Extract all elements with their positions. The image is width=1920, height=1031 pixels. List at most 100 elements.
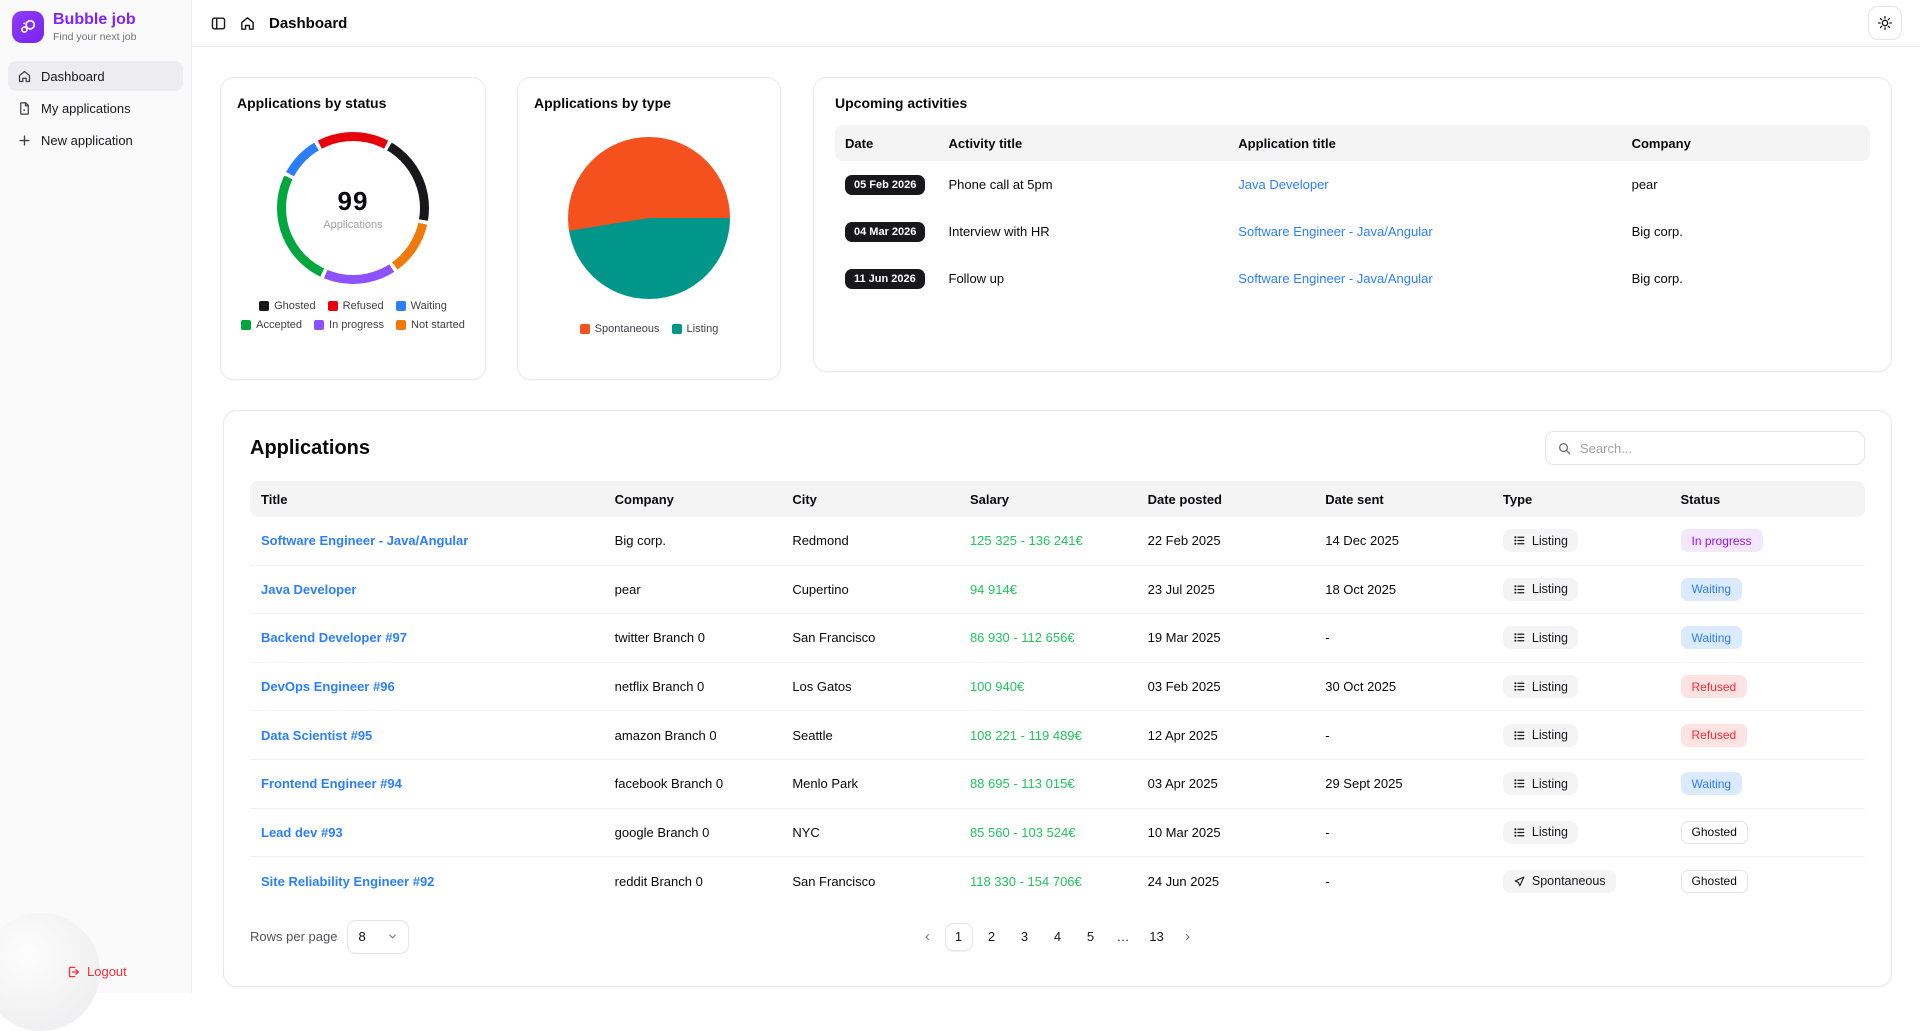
application-link[interactable]: Software Engineer - Java/Angular [1238, 224, 1432, 239]
list-icon [1513, 680, 1526, 693]
page-button-1[interactable]: 1 [945, 923, 973, 951]
date-posted-cell: 23 Jul 2025 [1137, 582, 1315, 597]
legend-item-waiting[interactable]: Waiting [396, 300, 447, 312]
job-title-link[interactable]: Site Reliability Engineer #92 [261, 874, 434, 889]
type-cell: Listing [1492, 772, 1670, 795]
legend-swatch [314, 320, 324, 330]
page-button-4[interactable]: 4 [1044, 923, 1072, 951]
legend-item-spontaneous[interactable]: Spontaneous [580, 323, 660, 335]
job-title-link[interactable]: Data Scientist #95 [261, 728, 372, 743]
card-applications-by-status: Applications by status 99 Applications G… [220, 77, 486, 380]
legend-item-listing[interactable]: Listing [672, 323, 719, 335]
type-badge: Listing [1503, 772, 1578, 795]
date-badge: 11 Jun 2026 [845, 269, 925, 289]
legend-item-ghosted[interactable]: Ghosted [259, 300, 316, 312]
previous-page-button[interactable]: ‹ [916, 923, 940, 951]
app-tagline: Find your next job [53, 31, 136, 43]
home-icon[interactable] [239, 15, 256, 32]
title-cell: Data Scientist #95 [250, 728, 604, 743]
type-badge: Listing [1503, 821, 1578, 844]
legend-label: Listing [687, 323, 719, 335]
date-badge: 04 Mar 2026 [845, 222, 925, 242]
job-title-link[interactable]: Software Engineer - Java/Angular [261, 533, 468, 548]
type-pie-chart[interactable] [568, 137, 730, 299]
job-title-link[interactable]: DevOps Engineer #96 [261, 679, 395, 694]
date-sent-cell: - [1314, 630, 1492, 645]
status-cell: Refused [1670, 724, 1865, 747]
job-title-link[interactable]: Lead dev #93 [261, 825, 343, 840]
date-posted-cell: 19 Mar 2025 [1137, 630, 1315, 645]
legend-item-refused[interactable]: Refused [328, 300, 384, 312]
list-icon [1513, 631, 1526, 644]
column-header: Salary [959, 492, 1137, 507]
app-logo-row[interactable]: Bubble job Find your next job [0, 0, 191, 57]
activity-company-cell: Big corp. [1622, 271, 1870, 286]
page-button-2[interactable]: 2 [978, 923, 1006, 951]
status-badge: Refused [1681, 675, 1748, 698]
city-cell: Menlo Park [781, 776, 959, 791]
legend-item-not-started[interactable]: Not started [396, 319, 465, 331]
company-cell: google Branch 0 [604, 825, 782, 840]
list-icon [1513, 826, 1526, 839]
type-cell: Listing [1492, 675, 1670, 698]
activity-row: 11 Jun 2026 Follow up Software Engineer - … [835, 255, 1870, 302]
page-button-13[interactable]: 13 [1143, 923, 1171, 951]
sidebar-toggle-button[interactable] [210, 15, 227, 32]
logout-button[interactable]: Logout [66, 964, 127, 979]
sidebar-item-new-application[interactable]: New application [8, 125, 183, 155]
type-label: Listing [1532, 680, 1568, 694]
search-box[interactable] [1545, 431, 1865, 465]
applications-title: Applications [250, 437, 370, 460]
type-label: Listing [1532, 728, 1568, 742]
legend-item-in-progress[interactable]: In progress [314, 319, 384, 331]
application-link[interactable]: Software Engineer - Java/Angular [1238, 271, 1432, 286]
rows-per-page-label: Rows per page [250, 929, 337, 944]
legend-label: Not started [411, 319, 465, 331]
legend-item-accepted[interactable]: Accepted [241, 319, 302, 331]
type-cell: Listing [1492, 529, 1670, 552]
sidebar-item-dashboard[interactable]: Dashboard [8, 61, 183, 91]
job-title-link[interactable]: Backend Developer #97 [261, 630, 407, 645]
date-sent-cell: - [1314, 874, 1492, 889]
status-badge: Waiting [1681, 578, 1743, 601]
job-title-link[interactable]: Java Developer [261, 582, 356, 597]
list-icon [1513, 534, 1526, 547]
next-page-button[interactable]: › [1176, 923, 1200, 951]
send-icon [1513, 875, 1526, 888]
rows-per-page-select[interactable]: 8 [347, 920, 409, 954]
legend-swatch [396, 320, 406, 330]
legend-label: Spontaneous [595, 323, 660, 335]
column-header: City [781, 492, 959, 507]
application-title-cell: Software Engineer - Java/Angular [1228, 224, 1621, 239]
date-posted-cell: 03 Apr 2025 [1137, 776, 1315, 791]
sidebar-item-label: My applications [41, 101, 131, 116]
card-applications-by-type: Applications by type Spontaneous Listing [517, 77, 781, 380]
search-input[interactable] [1580, 441, 1853, 456]
page-button-3[interactable]: 3 [1011, 923, 1039, 951]
sidebar-item-my-applications[interactable]: My applications [8, 93, 183, 123]
type-chart-title: Applications by type [534, 95, 764, 111]
column-header: Date [835, 136, 939, 151]
salary-cell: 88 695 - 113 015€ [959, 776, 1137, 791]
theme-toggle-button[interactable] [1868, 6, 1902, 40]
job-title-link[interactable]: Frontend Engineer #94 [261, 776, 402, 791]
type-cell: Listing [1492, 578, 1670, 601]
status-cell: Refused [1670, 675, 1865, 698]
status-badge: Waiting [1681, 626, 1743, 649]
city-cell: Seattle [781, 728, 959, 743]
legend-label: Waiting [411, 300, 447, 312]
title-cell: Java Developer [250, 582, 604, 597]
application-link[interactable]: Java Developer [1238, 177, 1328, 192]
date-posted-cell: 12 Apr 2025 [1137, 728, 1315, 743]
page-button-5[interactable]: 5 [1077, 923, 1105, 951]
legend-swatch [396, 301, 406, 311]
column-header: Application title [1228, 136, 1621, 151]
title-cell: Software Engineer - Java/Angular [250, 533, 604, 548]
activity-title-cell: Follow up [939, 271, 1229, 286]
type-badge: Listing [1503, 529, 1578, 552]
company-cell: Big corp. [604, 533, 782, 548]
salary-cell: 85 560 - 103 524€ [959, 825, 1137, 840]
title-cell: Site Reliability Engineer #92 [250, 874, 604, 889]
